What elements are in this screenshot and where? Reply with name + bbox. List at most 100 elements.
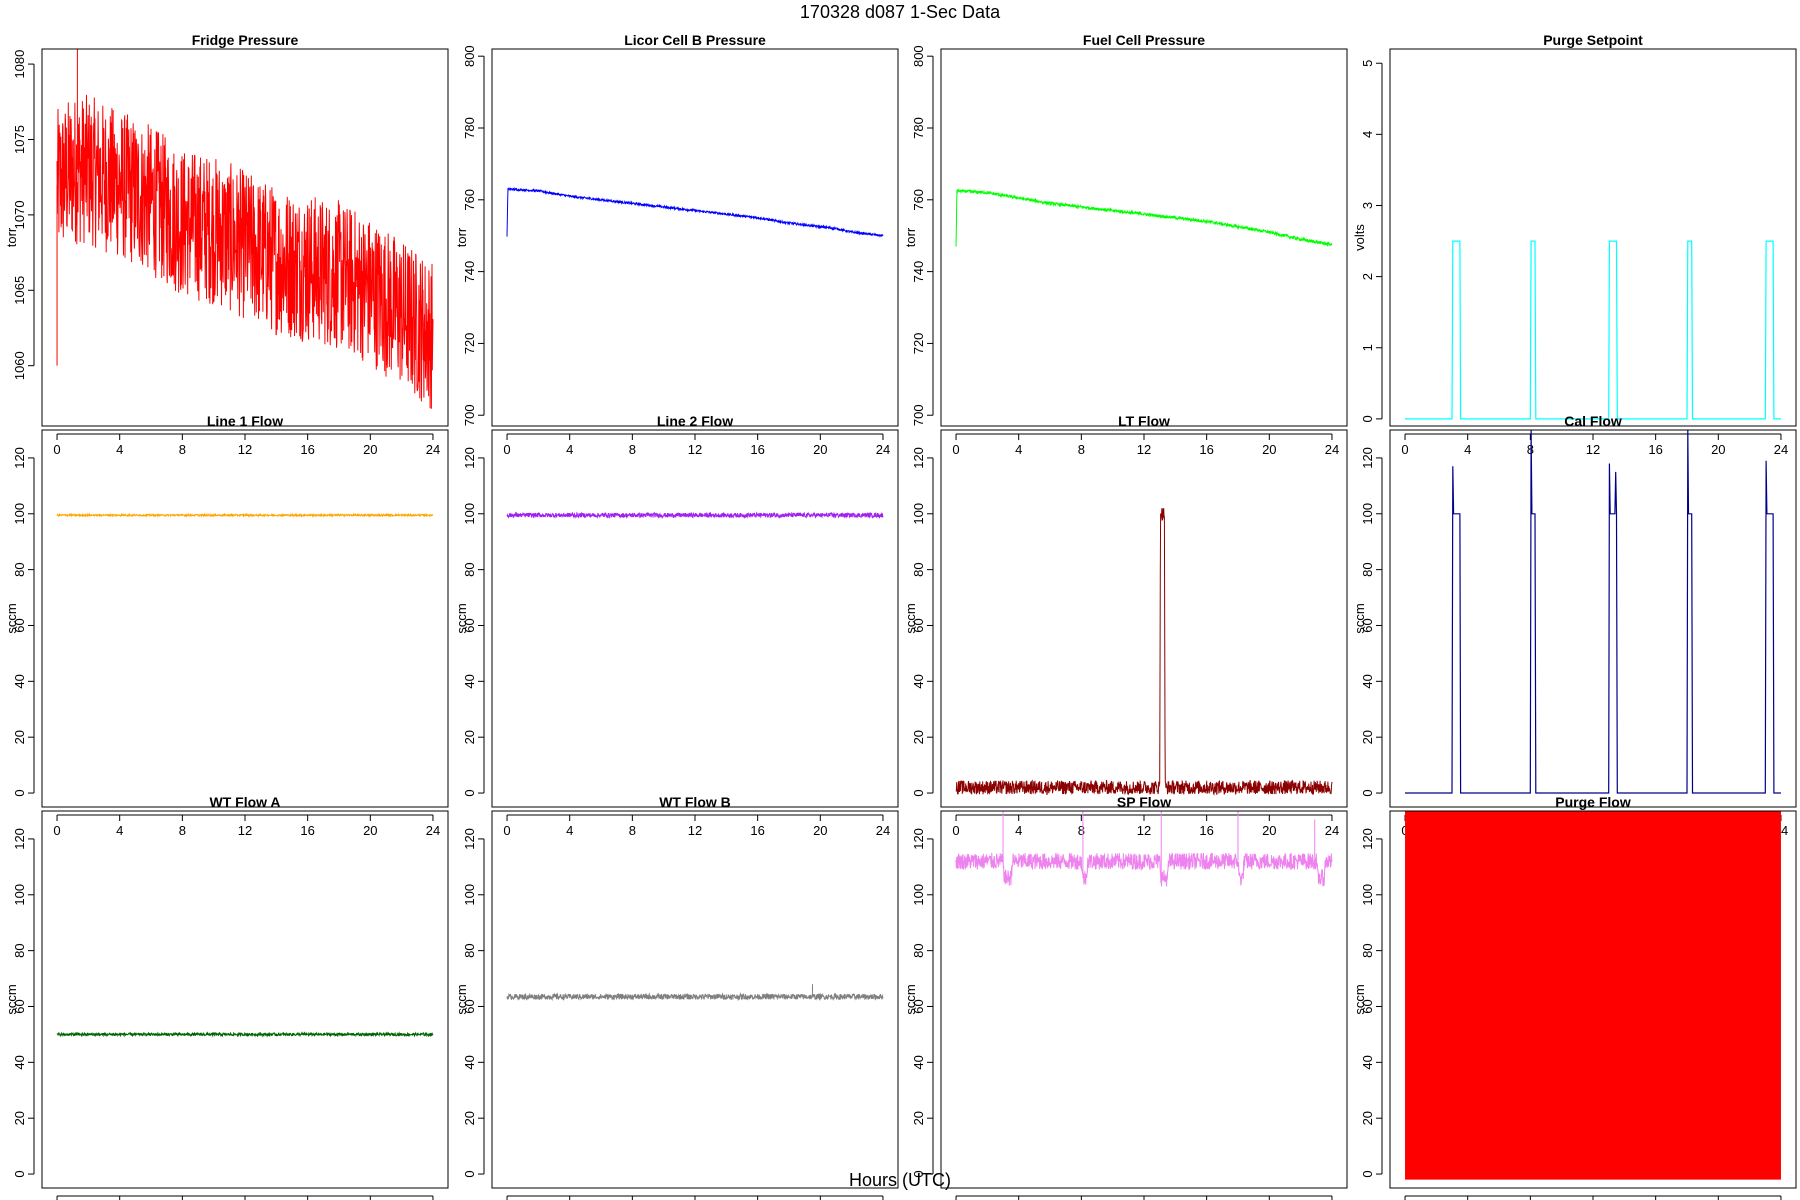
plot-area (955, 508, 1333, 796)
y-tick-label: 20 (12, 1111, 27, 1125)
y-tick-label: 100 (12, 503, 27, 525)
x-tick-label: 8 (179, 442, 186, 457)
panel-fridge-pressure: Fridge Pressure 0 4 8 12 16 20 24 1060 1065 1070 10… (4, 32, 449, 457)
x-tick-label: 0 (503, 442, 510, 457)
series-line (1405, 240, 1781, 420)
plot-area (506, 511, 884, 520)
panel-title: Purge Setpoint (1543, 32, 1643, 48)
plot-area (56, 49, 434, 409)
panel-title: Line 1 Flow (207, 413, 283, 429)
x-tick-label: 8 (1078, 823, 1085, 838)
y-tick-label: 760 (462, 189, 477, 211)
y-tick-label: 20 (462, 1111, 477, 1125)
series-line (506, 992, 884, 1002)
y-tick-label: 80 (1360, 943, 1375, 957)
x-tick-label: 12 (1586, 442, 1600, 457)
y-tick-label: 120 (462, 447, 477, 469)
x-tick-label: 12 (688, 442, 702, 457)
y-tick-label: 700 (911, 404, 926, 426)
x-tick-label: 8 (1078, 442, 1085, 457)
y-tick-label: 20 (462, 730, 477, 744)
y-tick-label: 0 (1360, 1170, 1375, 1177)
panel-title: WT Flow A (209, 794, 280, 810)
y-tick-label: 60 (1360, 618, 1375, 632)
plot-frame (41, 810, 449, 1189)
y-tick-label: 0 (911, 789, 926, 796)
plot-frame (491, 810, 899, 1189)
y-tick-label: 20 (911, 1111, 926, 1125)
x-tick-label: 4 (116, 442, 123, 457)
x-tick-label: 20 (813, 823, 827, 838)
series-line (56, 94, 434, 409)
x-tick-label: 24 (876, 442, 890, 457)
series-line (506, 511, 884, 520)
y-tick-label: 0 (462, 789, 477, 796)
x-tick-label: 16 (300, 823, 314, 838)
y-axis-label: sccm (4, 984, 19, 1014)
x-tick-label: 24 (1774, 442, 1788, 457)
y-axis-label: sccm (1352, 603, 1367, 633)
plot-frame (1389, 48, 1797, 427)
y-tick-label: 740 (462, 261, 477, 283)
y-axis-label: sccm (903, 984, 918, 1014)
series-line (955, 188, 1333, 248)
y-tick-label: 120 (1360, 828, 1375, 850)
x-tick-label: 12 (1137, 442, 1151, 457)
x-tick-label: 8 (179, 823, 186, 838)
y-tick-label: 80 (911, 943, 926, 957)
x-tick-label: 8 (629, 442, 636, 457)
y-tick-label: 100 (12, 884, 27, 906)
panel-sp-flow: SP Flow 0 4 8 12 16 20 24 0 20 40 60 80 100 120 sccm (903, 794, 1348, 1200)
plot-area (1405, 811, 1781, 1180)
x-tick-label: 12 (238, 442, 252, 457)
y-tick-label: 60 (462, 618, 477, 632)
x-tick-label: 24 (426, 823, 440, 838)
panel-title: Fuel Cell Pressure (1083, 32, 1205, 48)
y-tick-label: 100 (462, 884, 477, 906)
series-line (56, 512, 434, 518)
y-tick-label: 780 (911, 117, 926, 139)
y-tick-label: 800 (911, 45, 926, 67)
y-tick-label: 800 (462, 45, 477, 67)
series-line (955, 852, 1333, 887)
x-tick-label: 16 (1648, 442, 1662, 457)
y-axis-label: torr (903, 227, 918, 247)
y-tick-label: 0 (911, 1170, 926, 1177)
y-tick-label: 120 (12, 447, 27, 469)
y-tick-label: 40 (12, 674, 27, 688)
series-line (955, 508, 1333, 796)
y-tick-label: 0 (12, 789, 27, 796)
plot-area (1405, 240, 1781, 420)
plot-area (955, 811, 1333, 887)
y-tick-label: 40 (911, 1055, 926, 1069)
y-tick-label: 2 (1360, 273, 1375, 280)
y-axis-label: sccm (454, 603, 469, 633)
y-tick-label: 120 (462, 828, 477, 850)
y-axis-label: sccm (1352, 984, 1367, 1014)
x-tick-label: 24 (426, 442, 440, 457)
x-tick-label: 4 (116, 823, 123, 838)
plot-area (506, 186, 884, 238)
x-tick-label: 20 (1711, 442, 1725, 457)
y-axis-label: torr (4, 227, 19, 247)
panel-title: Purge Flow (1555, 794, 1631, 810)
x-tick-label: 4 (1015, 442, 1022, 457)
y-tick-label: 80 (462, 562, 477, 576)
y-tick-label: 0 (1360, 789, 1375, 796)
page-title: 170328 d087 1-Sec Data (799, 2, 1001, 22)
panel-title: WT Flow B (659, 794, 731, 810)
y-tick-label: 100 (911, 884, 926, 906)
y-tick-label: 40 (12, 1055, 27, 1069)
y-tick-label: 60 (911, 999, 926, 1013)
x-tick-label: 4 (566, 442, 573, 457)
y-tick-label: 0 (1360, 415, 1375, 422)
y-tick-label: 100 (462, 503, 477, 525)
y-axis-label: sccm (903, 603, 918, 633)
panel-cal-flow: Cal Flow 0 4 8 12 16 20 24 0 20 40 60 80 100 120 sccm (1352, 413, 1797, 838)
y-tick-label: 40 (462, 1055, 477, 1069)
y-axis-label: sccm (4, 603, 19, 633)
x-tick-label: 4 (1464, 442, 1471, 457)
